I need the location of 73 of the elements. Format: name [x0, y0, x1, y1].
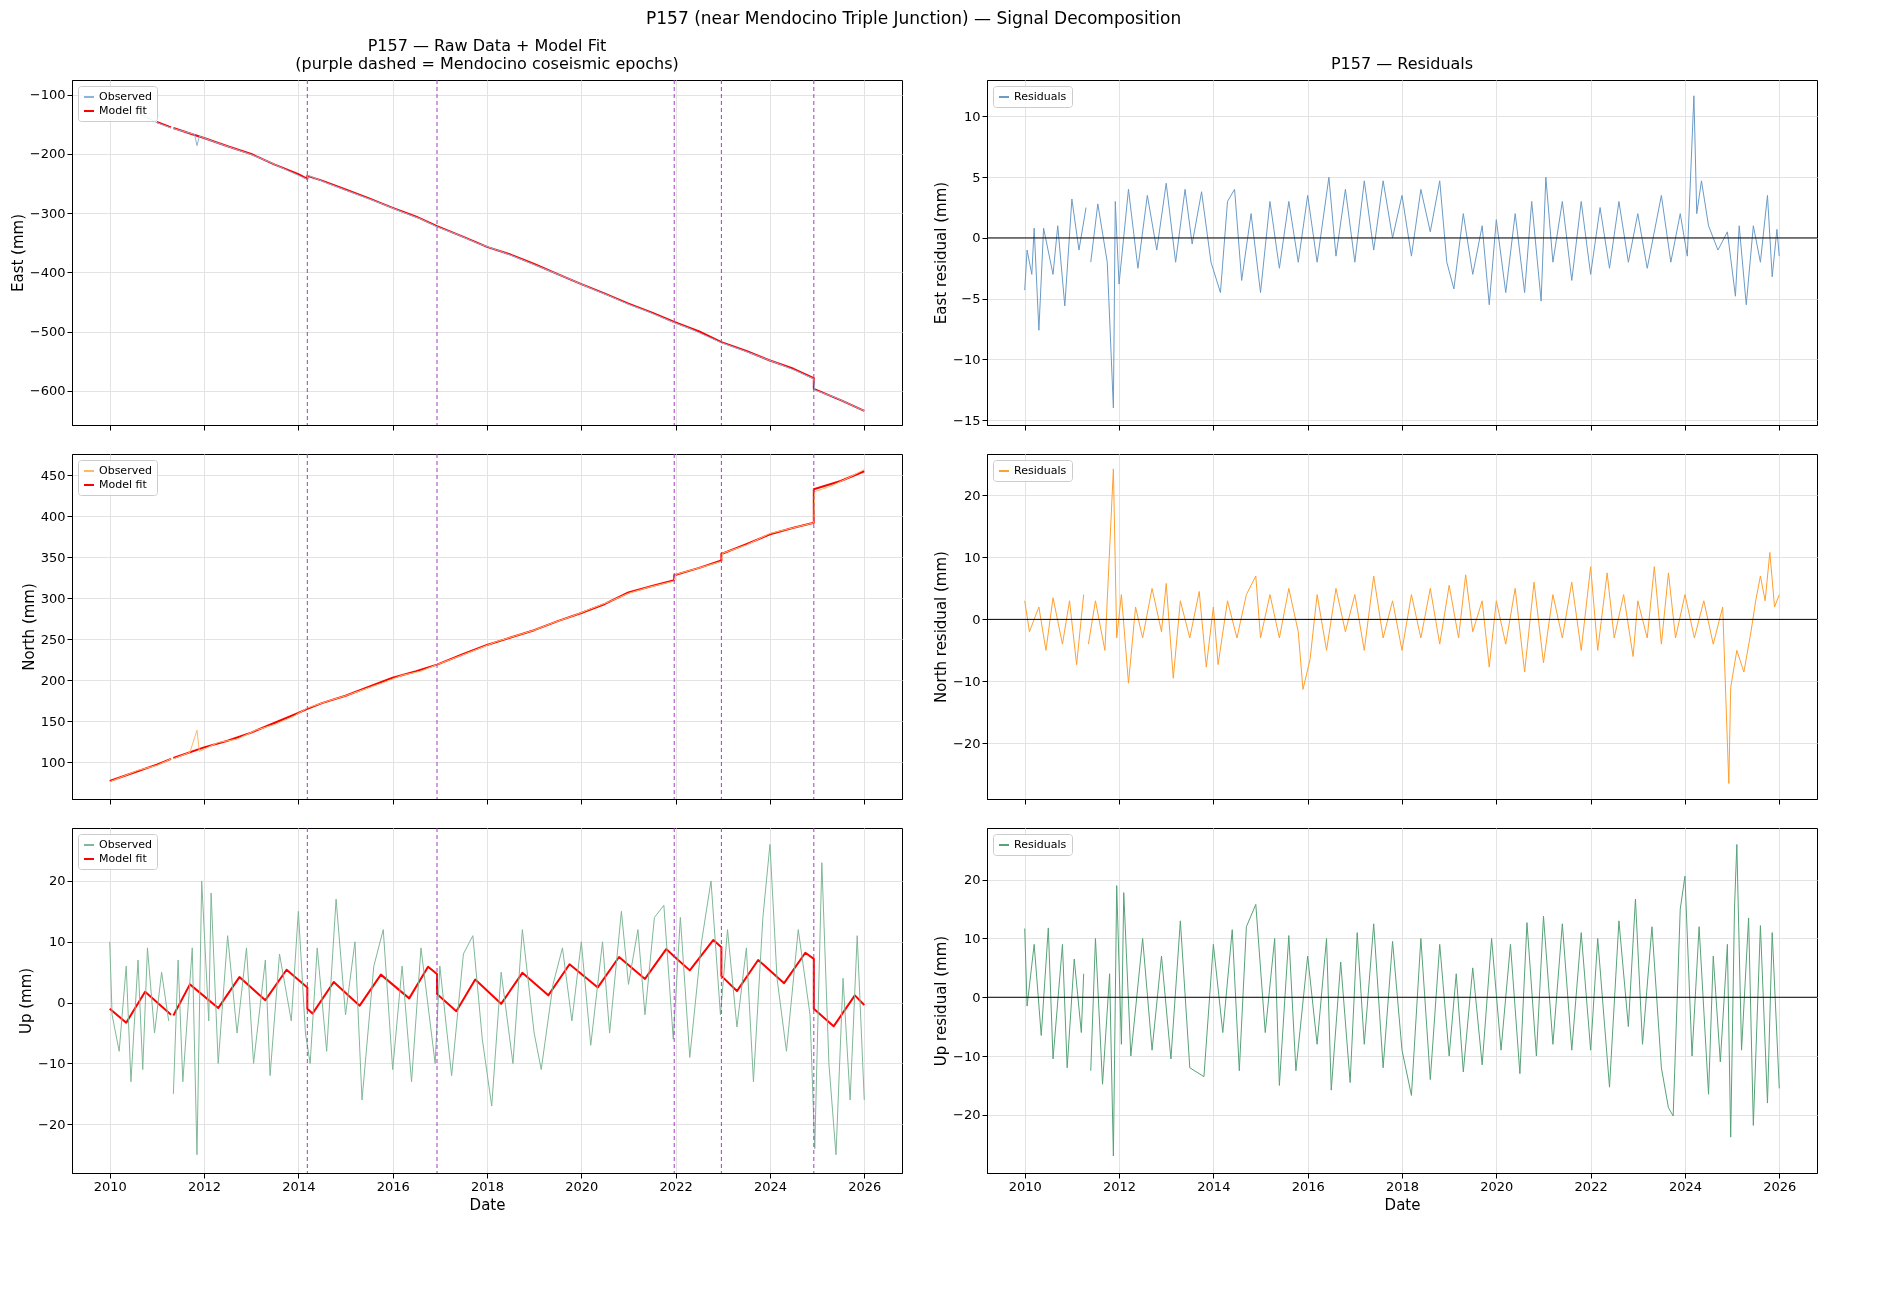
- x-tick-label: 2010: [93, 1178, 127, 1194]
- y-axis-title: North (mm): [19, 583, 38, 671]
- y-tick-label: 300: [40, 590, 66, 606]
- x-tick-label: 2014: [282, 1178, 316, 1194]
- legend-label: Residuals: [1014, 90, 1067, 103]
- y-tick-label: 20: [963, 872, 981, 888]
- y-tick-label: −20: [38, 1116, 66, 1132]
- x-axis-title: Date: [1384, 1195, 1421, 1214]
- y-tick-label: 20: [48, 873, 66, 889]
- x-tick-label: 2012: [188, 1178, 222, 1194]
- y-tick-label: −10: [38, 1055, 66, 1071]
- y-tick-label: 200: [40, 672, 66, 688]
- y-axis-title: Up (mm): [17, 967, 36, 1035]
- x-tick-label: 2010: [1008, 1178, 1042, 1194]
- legend-label: Residuals: [1014, 838, 1067, 851]
- x-tick-label: 2012: [1103, 1178, 1137, 1194]
- chart-title: P157 — Raw Data + Model Fit (purple dashed = Mendocino coseismic epochs): [295, 36, 679, 73]
- y-tick-label: −20: [953, 1107, 981, 1123]
- legend-label: Observed: [99, 838, 152, 851]
- y-tick-label: −10: [953, 1048, 981, 1064]
- x-tick-label: 2016: [1291, 1178, 1325, 1194]
- legend-label: Observed: [99, 464, 152, 477]
- x-tick-label: 2026: [1763, 1178, 1797, 1194]
- y-axis-title: East (mm): [8, 213, 27, 293]
- x-axis-title: Date: [469, 1195, 506, 1214]
- y-tick-label: 0: [972, 611, 981, 627]
- y-axis-title: North residual (mm): [932, 551, 951, 703]
- y-axis-title: Up residual (mm): [932, 935, 951, 1067]
- x-tick-label: 2022: [1574, 1178, 1608, 1194]
- y-tick-label: 0: [972, 230, 981, 246]
- legend-label: Model fit: [99, 104, 148, 117]
- y-tick-label: −400: [29, 264, 66, 280]
- x-tick-label: 2014: [1197, 1178, 1231, 1194]
- legend-label: Observed: [99, 90, 152, 103]
- y-tick-label: −200: [29, 146, 66, 162]
- y-tick-label: −10: [953, 351, 981, 367]
- y-tick-label: 100: [40, 754, 66, 770]
- y-tick-label: 0: [972, 989, 981, 1005]
- y-tick-label: −5: [961, 291, 981, 307]
- y-tick-label: 20: [963, 488, 981, 503]
- x-tick-label: 2018: [470, 1178, 505, 1194]
- y-tick-label: −10: [953, 673, 981, 689]
- y-tick-label: 350: [40, 549, 66, 565]
- y-tick-label: 10: [963, 930, 981, 946]
- x-tick-label: 2024: [1668, 1178, 1702, 1194]
- y-tick-label: 10: [963, 549, 981, 565]
- y-tick-label: −600: [29, 383, 66, 399]
- x-tick-label: 2026: [848, 1178, 882, 1194]
- x-tick-label: 2022: [659, 1178, 693, 1194]
- y-tick-label: −300: [29, 205, 66, 221]
- x-tick-label: 2020: [1480, 1178, 1514, 1194]
- text: P157 (near Mendocino Triple Junction) — Signal Decomposition: [646, 7, 1182, 28]
- x-tick-label: 2016: [376, 1178, 410, 1194]
- y-tick-label: −500: [29, 324, 66, 339]
- y-tick-label: 5: [972, 169, 981, 185]
- y-tick-label: 0: [57, 995, 66, 1011]
- y-tick-label: −100: [29, 87, 66, 103]
- y-tick-label: 400: [40, 508, 66, 524]
- legend-label: Model fit: [99, 852, 148, 865]
- x-tick-label: 2018: [1385, 1178, 1420, 1194]
- y-tick-label: −15: [953, 412, 981, 428]
- legend-label: Residuals: [1014, 464, 1067, 477]
- y-tick-label: 10: [48, 934, 66, 950]
- x-tick-label: 2024: [753, 1178, 787, 1194]
- y-axis-title: East residual (mm): [932, 181, 951, 325]
- legend-label: Model fit: [99, 478, 148, 491]
- y-tick-label: 150: [40, 713, 66, 729]
- chart-title: P157 — Residuals: [1330, 54, 1474, 73]
- y-tick-label: −20: [953, 735, 981, 751]
- y-tick-label: 250: [40, 631, 66, 647]
- y-tick-label: 10: [963, 108, 981, 124]
- y-tick-label: 450: [40, 467, 66, 483]
- x-tick-label: 2020: [565, 1178, 599, 1194]
